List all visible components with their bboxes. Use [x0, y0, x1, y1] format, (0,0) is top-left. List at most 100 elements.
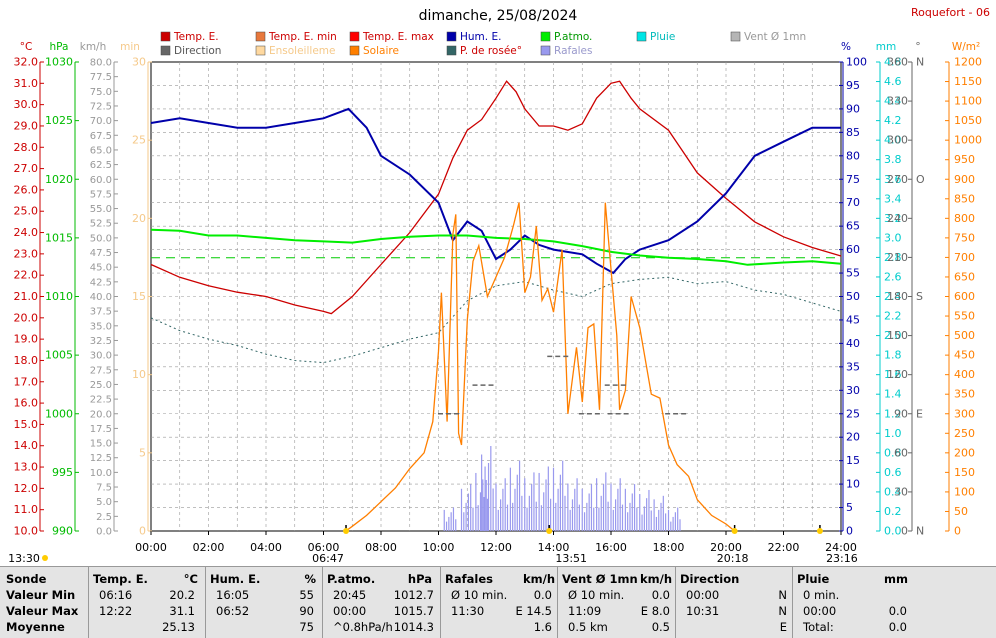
summary-cell-value: 0.0: [888, 604, 907, 618]
time-label: 00:00: [135, 541, 167, 554]
summary-row-label: Valeur Max: [6, 604, 79, 618]
axis-tick-label: 24.0: [14, 226, 39, 239]
axis-tick-label: 1000: [45, 407, 73, 420]
axis-tick-label: 5.0: [96, 497, 112, 508]
axis-tick-label: 750: [954, 231, 975, 244]
axis-tick-label: 350: [954, 388, 975, 401]
summary-unit: km/h: [640, 572, 673, 586]
summary-header: Direction: [680, 572, 740, 586]
summary-cell-time: 00:00: [333, 604, 367, 618]
summary-cell-value: 1.6: [533, 620, 552, 634]
axis-tick-label: 3.8: [884, 153, 902, 166]
summary-cell-value: E 14.5: [515, 604, 552, 618]
summary-header: Rafales: [445, 572, 493, 586]
legend-label: P.atmo.: [554, 31, 592, 43]
summary-column-separator: [557, 567, 558, 638]
axis-tick-label: 50: [846, 290, 860, 303]
legend-swatch: [540, 31, 551, 42]
axis-tick-label: 19.0: [14, 333, 39, 346]
summary-header: Sonde: [6, 572, 47, 586]
axis-tick-label: 0.0: [884, 525, 902, 538]
axis-tick-label: 1100: [954, 95, 982, 108]
summary-cell-time: 11:30: [451, 604, 485, 618]
time-label: 18:00: [653, 541, 685, 554]
axis-tick-label: 72.5: [90, 101, 112, 112]
legend-label: Temp. E. max: [362, 31, 434, 43]
marker-label-sunrise: 06:47: [312, 552, 344, 565]
legend-swatch: [730, 31, 741, 42]
summary-cell-value: 0.5: [651, 620, 670, 634]
summary-cell-time: 0 min.: [803, 588, 840, 602]
axis-tick-label: 500: [954, 329, 975, 342]
legend-swatch: [255, 31, 266, 42]
axis-tick-label: 100: [846, 56, 867, 69]
axis-tick-label: 47.5: [90, 248, 112, 259]
legend-swatch: [446, 45, 457, 56]
axis-tick-label: 29.0: [14, 119, 39, 132]
axis-tick-label: 1.2: [884, 407, 902, 420]
axis-tick-label: 4.8: [884, 56, 902, 69]
axis-tick-label: 25: [846, 407, 860, 420]
weather-chart: dimanche, 25/08/2024 Roquefort - 06 Temp…: [8, 6, 990, 565]
axis-tick-label: 300: [887, 134, 908, 147]
axis-tick-label: 550: [954, 310, 975, 323]
time-label: 12:00: [480, 541, 512, 554]
axis-tick-label: 30: [846, 384, 860, 397]
summary-cell-time: 00:00: [803, 604, 837, 618]
summary-cell-time: 16:05: [216, 588, 250, 602]
axis-tick-label: 12.5: [90, 453, 112, 464]
summary-cell-value: 1015.7: [393, 604, 434, 618]
axis-tick-label: 15.0: [90, 439, 112, 450]
summary-header: Hum. E.: [210, 572, 261, 586]
axis-tick-label: 600: [954, 290, 975, 303]
summary-cell-value: 1014.3: [393, 620, 434, 634]
summary-cell-value: E: [779, 620, 787, 634]
legend-label: Solaire: [363, 45, 399, 57]
axis-tick-label: 0: [846, 525, 853, 538]
axis-tick-label: 0.8: [884, 446, 902, 459]
axis-tick-label: 17.0: [14, 375, 39, 388]
legend-label: Rafales: [554, 45, 592, 57]
axis-tick-label: 10: [132, 368, 146, 381]
series-line: [345, 202, 736, 532]
left-axes: 10.0 11.0 12.0 13.0 14.0 15.0 16.0 17.0 18.0 19.0…: [14, 56, 152, 538]
axis-tick-label: 1.8: [884, 349, 902, 362]
axis-tick-label: 7.5: [96, 483, 112, 494]
summary-header: Vent Ø 1mn: [562, 572, 638, 586]
axis-tick-label: 300: [954, 407, 975, 420]
legend-label: Hum. E.: [460, 31, 501, 43]
summary-cell-time: 06:16: [99, 588, 133, 602]
axis-tick-label: 65.0: [90, 145, 112, 156]
summary-cell-time: 20:45: [333, 588, 367, 602]
legend-swatch: [540, 45, 551, 56]
axis-tick-label: 52.5: [90, 219, 112, 230]
marker-label-sunset: 20:18: [717, 552, 749, 565]
axis-tick-label: 1015: [45, 231, 73, 244]
axis-unit-wind: km/h: [80, 41, 107, 53]
direction-cardinal: N: [916, 56, 924, 69]
axis-unit-pressure: hPa: [50, 41, 69, 53]
axis-tick-label: 20.0: [90, 409, 112, 420]
axis-tick-label: 22.0: [14, 269, 39, 282]
axis-tick-label: 35: [846, 360, 860, 373]
axis-tick-label: 900: [954, 173, 975, 186]
axis-tick-label: 2.0: [884, 329, 902, 342]
axis-tick-label: 0: [901, 525, 908, 538]
summary-cell-value: 55: [299, 588, 314, 602]
axis-tick-label: 120: [887, 368, 908, 381]
time-label: 10:00: [423, 541, 455, 554]
marker-label-moonset: 13:30: [8, 552, 40, 565]
series-line: [150, 107, 841, 275]
summary-unit: km/h: [523, 572, 556, 586]
axis-tick-label: 25.0: [90, 380, 112, 391]
axis-tick-label: 16.0: [14, 397, 39, 410]
axis-tick-label: 1030: [45, 56, 73, 69]
summary-header: P.atmo.: [327, 572, 376, 586]
legend-label: Vent Ø 1mn: [744, 31, 806, 43]
series-line: [150, 80, 842, 315]
direction-cardinal: E: [916, 407, 923, 420]
summary-cell-value: 20.2: [169, 588, 195, 602]
axis-tick-label: 10.0: [90, 468, 112, 479]
series-line: [150, 276, 842, 364]
axis-tick-label: 700: [954, 251, 975, 264]
